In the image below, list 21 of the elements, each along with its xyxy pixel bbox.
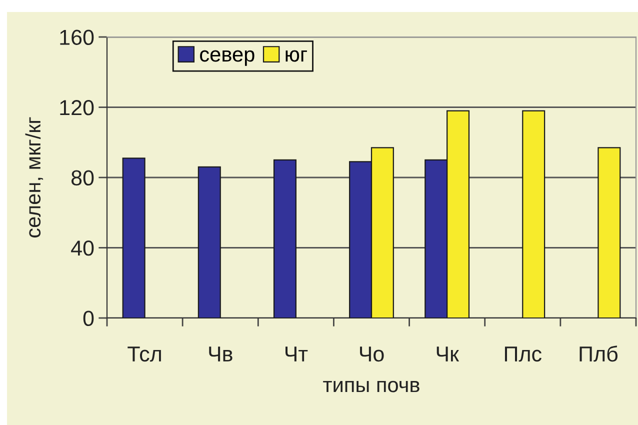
y-axis-title: селен, мкг/кг	[25, 117, 44, 238]
x-tick-label: Чк	[436, 346, 460, 362]
legend-label: север	[200, 50, 254, 66]
y-tick-label: 40	[71, 240, 94, 256]
x-tick-label: Плб	[580, 346, 618, 362]
y-tick-label: 0	[83, 310, 94, 326]
bar	[598, 147, 621, 318]
bar	[198, 166, 221, 318]
x-axis-title: типы почв	[323, 380, 420, 392]
bar	[522, 110, 546, 318]
legend-label: юг	[286, 50, 307, 62]
x-tick-label: Плс	[504, 346, 542, 362]
bar	[122, 158, 146, 318]
y-tick-label: 120	[60, 100, 94, 116]
x-tick-label: Чт	[286, 346, 308, 362]
y-tick-label: 80	[71, 170, 94, 186]
x-tick-label: Чв	[209, 346, 232, 362]
bar	[273, 159, 296, 318]
x-tick-label: Тсл	[128, 346, 161, 362]
y-tick-label: 160	[60, 30, 94, 46]
x-tick-label: Чо	[360, 346, 384, 362]
